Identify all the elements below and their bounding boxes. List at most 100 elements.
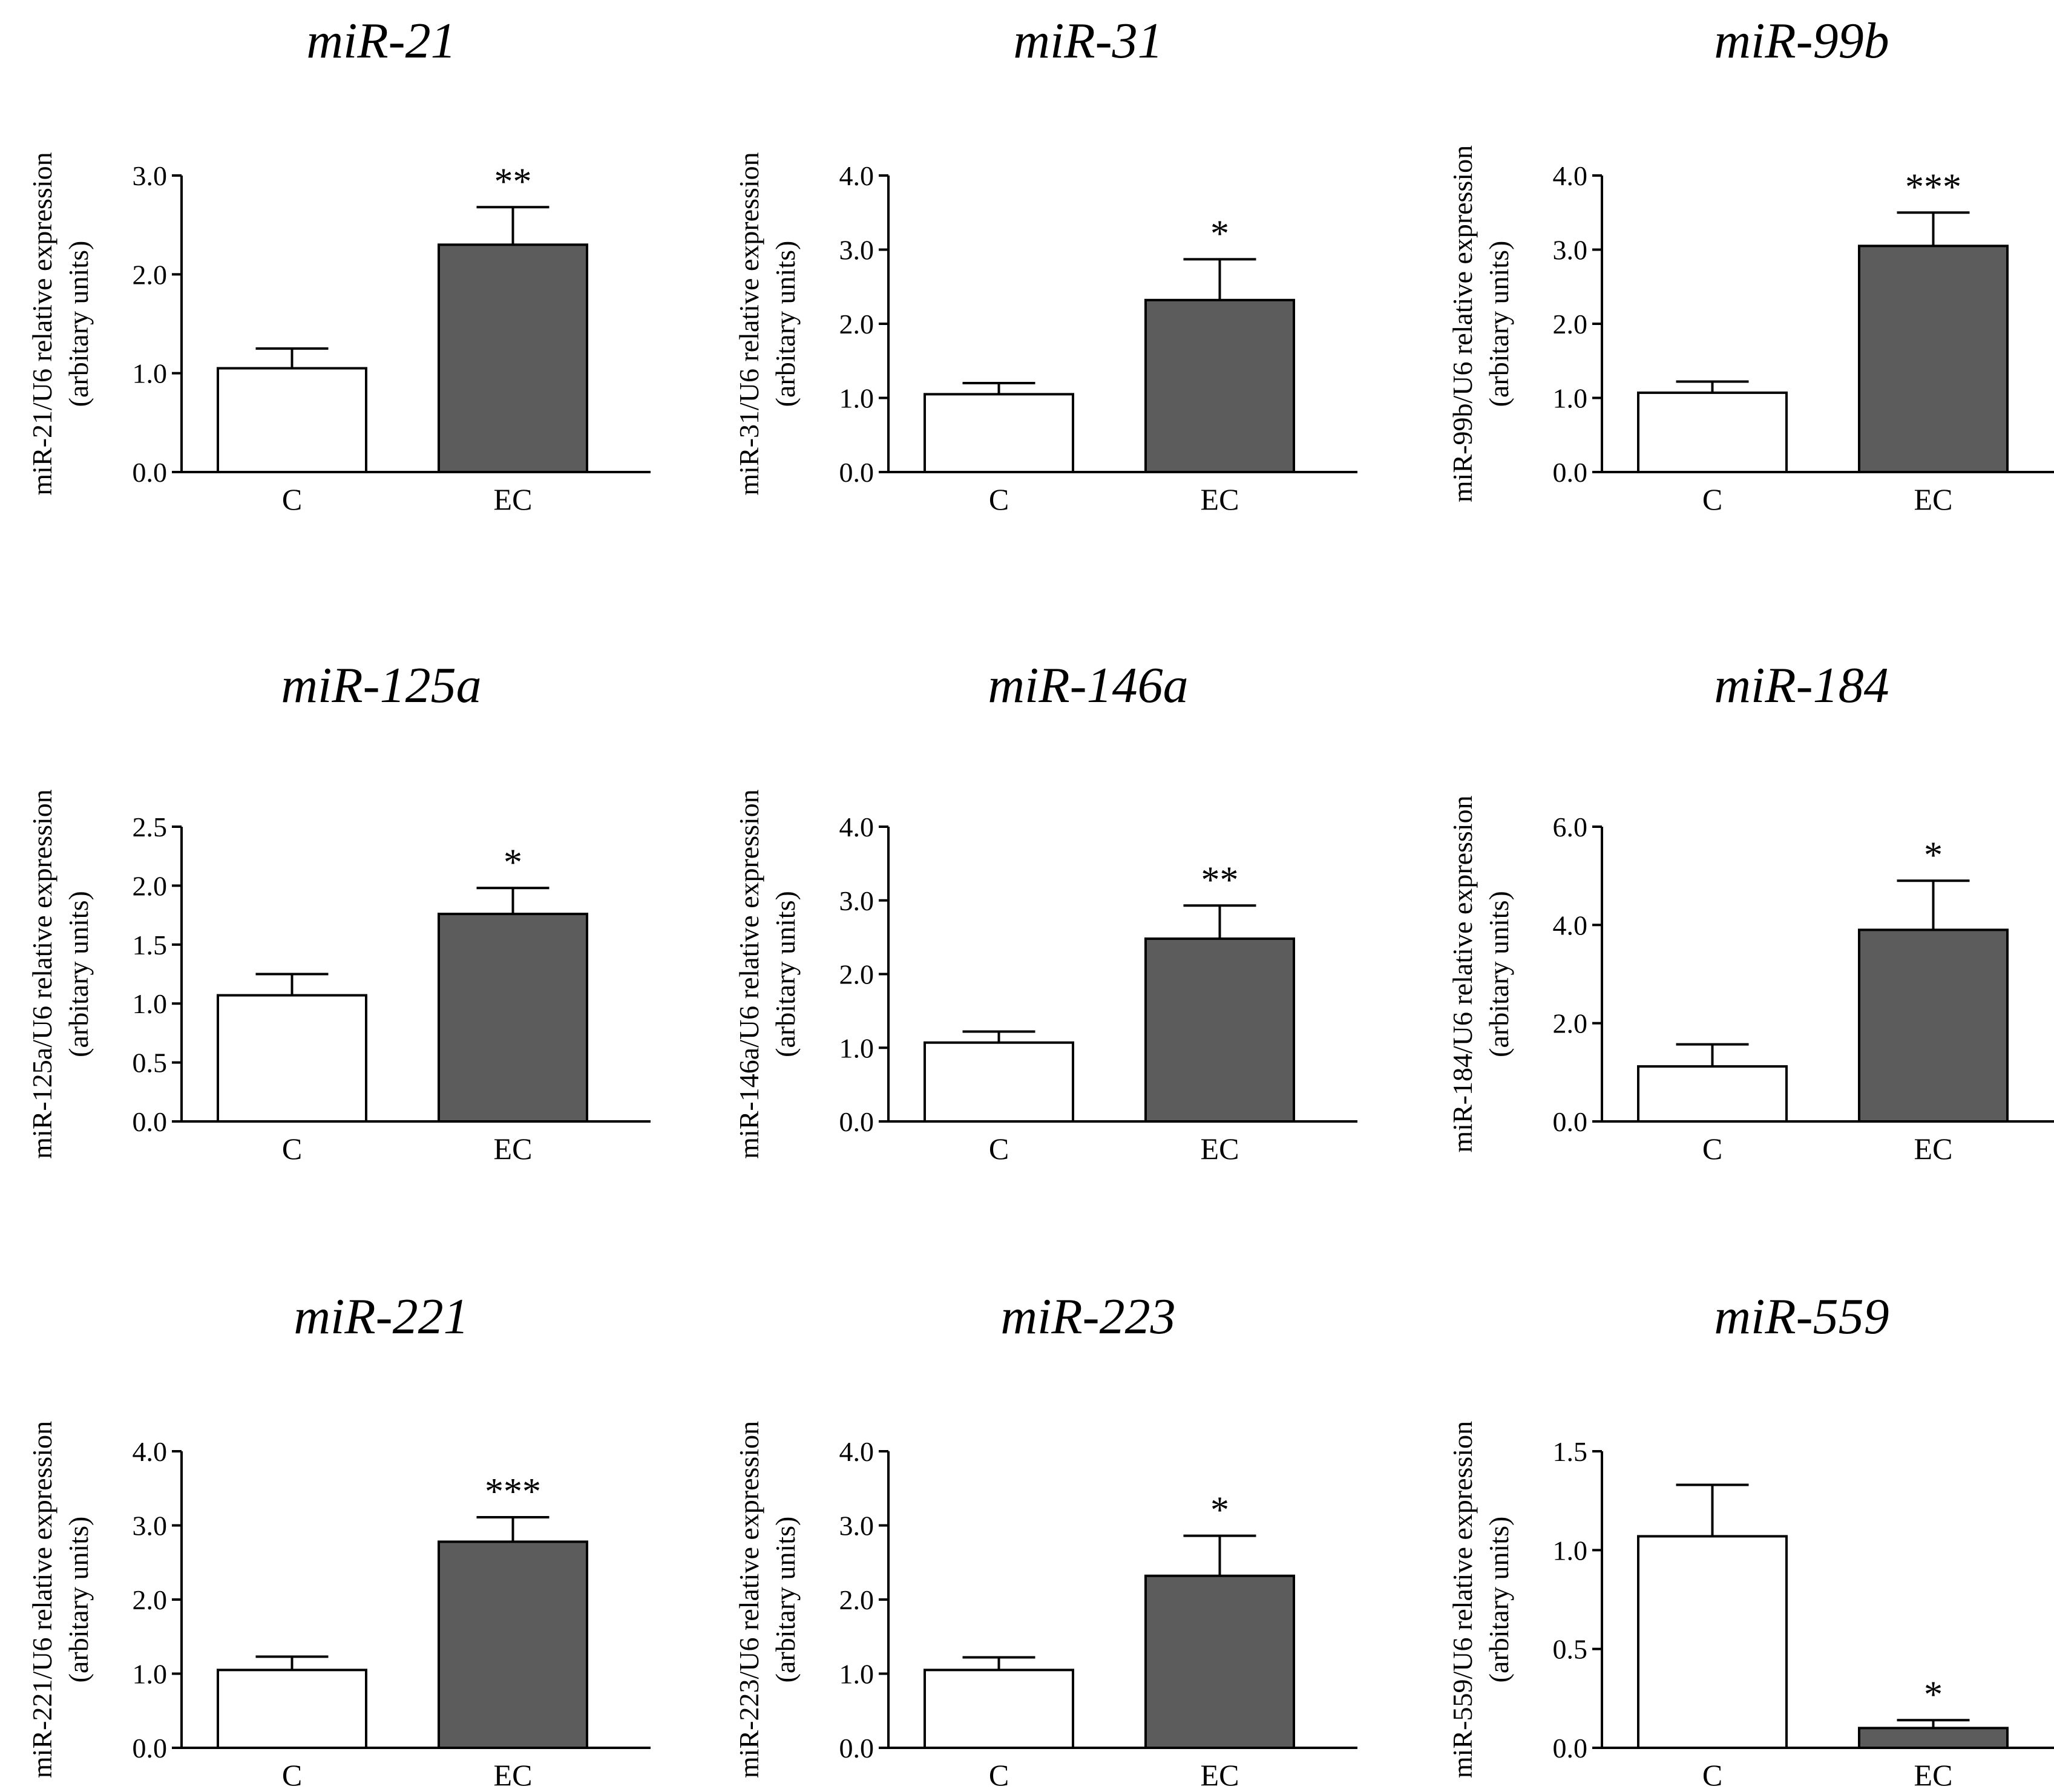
y-tick-label: 1.0	[839, 1032, 874, 1063]
x-tick-label-EC: EC	[494, 1758, 533, 1792]
bar-EC	[1858, 245, 2009, 473]
x-tick-label-EC: EC	[1914, 1758, 1953, 1792]
bar-EC	[1858, 1727, 2009, 1749]
y-tick-label: 4.0	[839, 160, 874, 191]
significance-marker: *	[504, 842, 522, 883]
bar-EC	[438, 913, 588, 1123]
y-tick-label: 0.0	[1553, 1106, 1588, 1137]
y-tick-label: 1.0	[133, 988, 168, 1019]
y-tick-label: 4.0	[839, 1436, 874, 1467]
y-tick-label: 3.0	[1553, 235, 1588, 266]
y-axis-label-units: (arbitary units)	[770, 1517, 801, 1683]
y-tick-label: 0.5	[133, 1048, 168, 1078]
x-tick-label-EC: EC	[494, 1132, 533, 1166]
bar-C	[1637, 1065, 1788, 1123]
y-tick-label: 2.0	[1553, 309, 1588, 340]
y-tick-label: 2.0	[133, 1584, 168, 1615]
y-axis-label: miR-559/U6 relative expression	[1447, 1421, 1478, 1778]
y-axis-label: miR-146a/U6 relative expression	[733, 789, 764, 1159]
chart-title: miR-21	[306, 13, 456, 69]
bar-C	[1637, 1535, 1788, 1749]
significance-marker: *	[1924, 835, 1943, 876]
significance-marker: *	[1210, 213, 1229, 254]
y-tick-label: 4.0	[133, 1436, 168, 1467]
x-tick-label-EC: EC	[1914, 1132, 1953, 1166]
y-axis-label-units: (arbitary units)	[63, 241, 94, 407]
chart-title: miR-559	[1714, 1288, 1889, 1345]
chart-panel-9: miR-559 miR-559/U6 relative expression (ar…	[1447, 1288, 2054, 1792]
chart-title: miR-184	[1714, 657, 1889, 714]
significance-marker: ***	[1905, 166, 1961, 208]
y-tick-label: 3.0	[133, 1511, 168, 1541]
significance-marker: ***	[485, 1471, 541, 1512]
chart-panel-1: miR-21 miR-21/U6 relative expression (arbi…	[27, 13, 651, 516]
significance-marker: *	[1924, 1674, 1943, 1715]
y-axis-label-units: (arbitary units)	[63, 1517, 94, 1683]
y-tick-label: 1.5	[1553, 1436, 1588, 1467]
y-tick-label: 3.0	[839, 885, 874, 916]
chart-title: miR-125a	[281, 657, 481, 714]
x-tick-label-C: C	[1702, 1758, 1722, 1792]
y-tick-label: 0.0	[1553, 1733, 1588, 1764]
bar-C	[924, 1041, 1074, 1123]
y-axis-label: miR-31/U6 relative expression	[733, 152, 764, 495]
y-axis-label-units: (arbitary units)	[1483, 891, 1514, 1057]
bar-C	[924, 1669, 1074, 1749]
bar-C	[217, 1669, 367, 1749]
x-tick-label-C: C	[282, 1132, 302, 1166]
significance-marker: *	[1210, 1490, 1229, 1531]
x-tick-label-EC: EC	[1914, 482, 1953, 516]
x-tick-label-C: C	[282, 1758, 302, 1792]
chart-title: miR-221	[294, 1288, 468, 1345]
chart-panel-5: miR-146a miR-146a/U6 relative expression(…	[733, 657, 1357, 1166]
x-tick-label-C: C	[1702, 1132, 1722, 1166]
x-tick-label-C: C	[989, 482, 1009, 516]
y-tick-label: 1.0	[839, 383, 874, 414]
chart-panel-2: miR-31 miR-31/U6 relative expression (arbi…	[733, 13, 1357, 516]
chart-panel-6: miR-184 miR-184/U6 relative expression (ar…	[1447, 657, 2054, 1166]
chart-panel-4: miR-125a miR-125a/U6 relative expression(…	[27, 657, 651, 1166]
y-tick-label: 1.0	[133, 358, 168, 389]
bar-C	[217, 367, 367, 473]
y-axis-label: miR-184/U6 relative expression	[1447, 795, 1478, 1152]
x-tick-label-C: C	[989, 1758, 1009, 1792]
y-axis-label: miR-125a/U6 relative expression	[27, 789, 57, 1159]
chart-title: miR-31	[1013, 13, 1163, 69]
x-tick-label-EC: EC	[1201, 1758, 1239, 1792]
y-tick-label: 1.5	[133, 930, 168, 960]
y-tick-label: 4.0	[1553, 910, 1588, 940]
y-tick-label: 0.0	[1553, 457, 1588, 488]
y-tick-label: 0.0	[839, 1106, 874, 1137]
chart-panel-8: miR-223 miR-223/U6 relative expression (ar…	[733, 1288, 1357, 1792]
y-tick-label: 2.5	[133, 812, 168, 842]
y-tick-label: 2.0	[839, 309, 874, 340]
y-axis-label-units: (arbitary units)	[1483, 1517, 1514, 1683]
bar-EC	[1144, 1574, 1295, 1750]
y-axis-label: miR-223/U6 relative expression	[733, 1421, 764, 1778]
bar-EC	[1858, 928, 2009, 1123]
y-tick-label: 1.0	[839, 1659, 874, 1690]
chart-panel-7: miR-221 miR-221/U6 relative expression (ar…	[27, 1288, 651, 1792]
bar-EC	[1144, 937, 1295, 1123]
y-tick-label: 6.0	[1553, 812, 1588, 842]
x-tick-label-EC: EC	[494, 482, 533, 516]
y-tick-label: 1.0	[1553, 383, 1588, 414]
y-tick-label: 1.0	[1553, 1535, 1588, 1566]
bar-EC	[1144, 298, 1295, 473]
y-tick-label: 2.0	[839, 959, 874, 990]
significance-marker: **	[1201, 859, 1239, 901]
chart-title: miR-223	[1000, 1288, 1175, 1345]
y-tick-label: 2.0	[839, 1584, 874, 1615]
y-tick-label: 4.0	[839, 812, 874, 842]
bar-C	[217, 994, 367, 1123]
y-tick-label: 1.0	[133, 1659, 168, 1690]
y-tick-label: 2.0	[133, 870, 168, 901]
y-tick-label: 0.0	[133, 1733, 168, 1764]
y-tick-label: 3.0	[839, 1511, 874, 1541]
y-axis-label: miR-99b/U6 relative expression	[1447, 145, 1478, 502]
chart-title: miR-146a	[988, 657, 1188, 714]
x-tick-label-C: C	[282, 482, 302, 516]
bar-EC	[438, 1540, 588, 1749]
y-tick-label: 0.5	[1553, 1634, 1588, 1665]
